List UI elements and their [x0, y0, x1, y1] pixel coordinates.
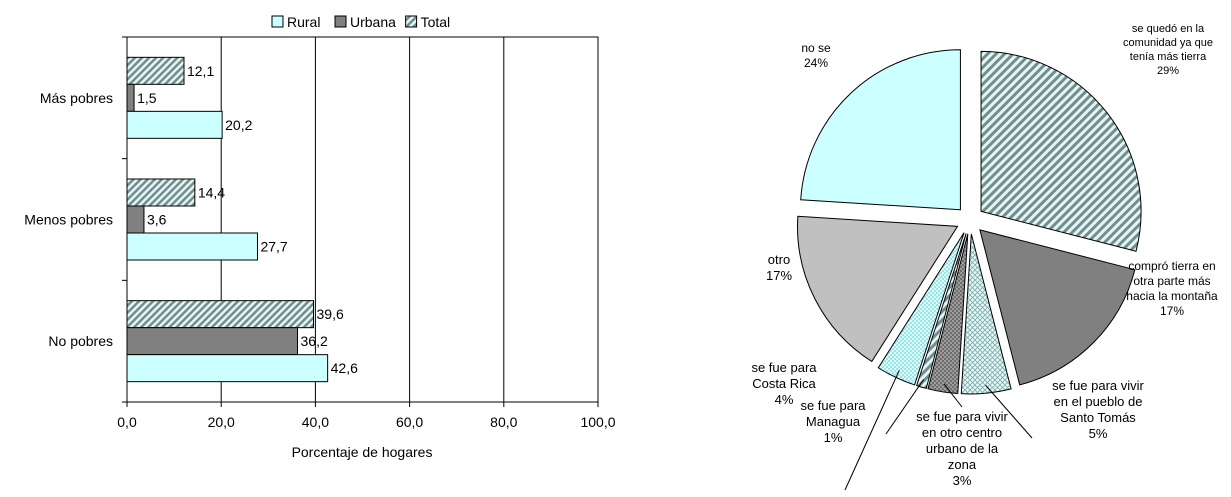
x-tick-label: 0,0	[117, 414, 137, 430]
legend-swatch-rural	[271, 15, 284, 28]
pie-slice-label: se fue para vivir en el pueblo de Santo To…	[1052, 378, 1144, 441]
pie-slice	[797, 215, 959, 363]
legend-label-urbana: Urbana	[350, 14, 396, 30]
pie-slice-label: se quedó en la comunidad ya que tenía más …	[1123, 23, 1213, 77]
pie-slice	[927, 233, 969, 395]
bar-urbana	[126, 205, 145, 234]
x-tick-label: 60,0	[396, 414, 423, 430]
bar-total	[126, 300, 315, 329]
legend-label-rural: Rural	[287, 14, 320, 30]
legend-swatch-urbana	[334, 15, 347, 28]
pie-slice	[916, 233, 967, 390]
bar-urbana	[126, 83, 135, 112]
pie-leader-line	[885, 379, 925, 435]
pie-leader-lines	[844, 369, 1033, 491]
y-category-label: Más pobres	[40, 90, 113, 106]
legend-swatch-total	[405, 15, 418, 28]
x-tick-label: 20,0	[208, 414, 235, 430]
bar-value-label: 1,5	[137, 90, 157, 106]
x-axis-label: Porcentaje de hogares	[292, 444, 433, 460]
x-tick-label: 100,0	[580, 414, 615, 430]
bar-series: 12,1 1,5 20,2 14,4 3,6 27,7 39,6 36,242,6	[126, 56, 358, 383]
pie-slice-label: se fue para Managua 1%	[800, 398, 866, 445]
bar-legend: Rural Urbana Total	[271, 14, 451, 30]
bar-rural	[126, 232, 258, 261]
bar-value-label: 12,1	[187, 63, 214, 79]
pie-slice-label: otro 17%	[766, 252, 792, 283]
bar-rural	[126, 110, 223, 139]
pie-leader-line	[943, 383, 963, 408]
y-category-label: No pobres	[48, 333, 113, 349]
bar-value-label: 42,6	[331, 360, 358, 376]
x-tick-label: 80,0	[490, 414, 517, 430]
y-category-label: Menos pobres	[24, 212, 113, 228]
pie-leader-line	[985, 384, 1033, 439]
bar-axis-ticks: 0,0 20,0 40,0 60,0 80,0 100,0 Más pobres Menos …	[24, 36, 616, 430]
bar-urbana	[126, 327, 299, 356]
bar-value-label: 20,2	[225, 117, 252, 133]
bar-value-label: 14,4	[198, 185, 225, 201]
pie-labels: se quedó en la comunidad ya que tenía más …	[751, 23, 1218, 488]
pie-slice-label: se fue para Costa Rica 4%	[751, 360, 817, 407]
x-tick-label: 40,0	[302, 414, 329, 430]
bar-total	[126, 178, 196, 207]
pie-slice	[980, 50, 1142, 252]
pie-leader-line	[844, 369, 900, 491]
pie-slice-label: se fue para vivir en otro centro urbano de…	[916, 409, 1008, 488]
pie-slice-label: compró tierra en otra parte más hacia la m…	[1126, 259, 1218, 318]
pie-slice	[960, 233, 1012, 395]
bar-value-label: 27,7	[260, 239, 287, 255]
pie-slice	[800, 49, 961, 211]
pie-slice	[979, 229, 1136, 386]
bar-value-label: 36,2	[301, 333, 328, 349]
bar-value-label: 3,6	[147, 212, 167, 228]
bar-rural	[126, 354, 329, 383]
bar-total	[126, 56, 185, 85]
pie-slice-label: no se 24%	[801, 41, 831, 70]
bar-chart: 0,0 20,0 40,0 60,0 80,0 100,0 Más pobres Menos …	[24, 14, 616, 460]
pie-slices	[797, 49, 1142, 395]
bar-value-label: 39,6	[317, 306, 344, 322]
legend-label-total: Total	[421, 14, 451, 30]
pie-chart: se quedó en la comunidad ya que tenía más …	[751, 23, 1218, 491]
